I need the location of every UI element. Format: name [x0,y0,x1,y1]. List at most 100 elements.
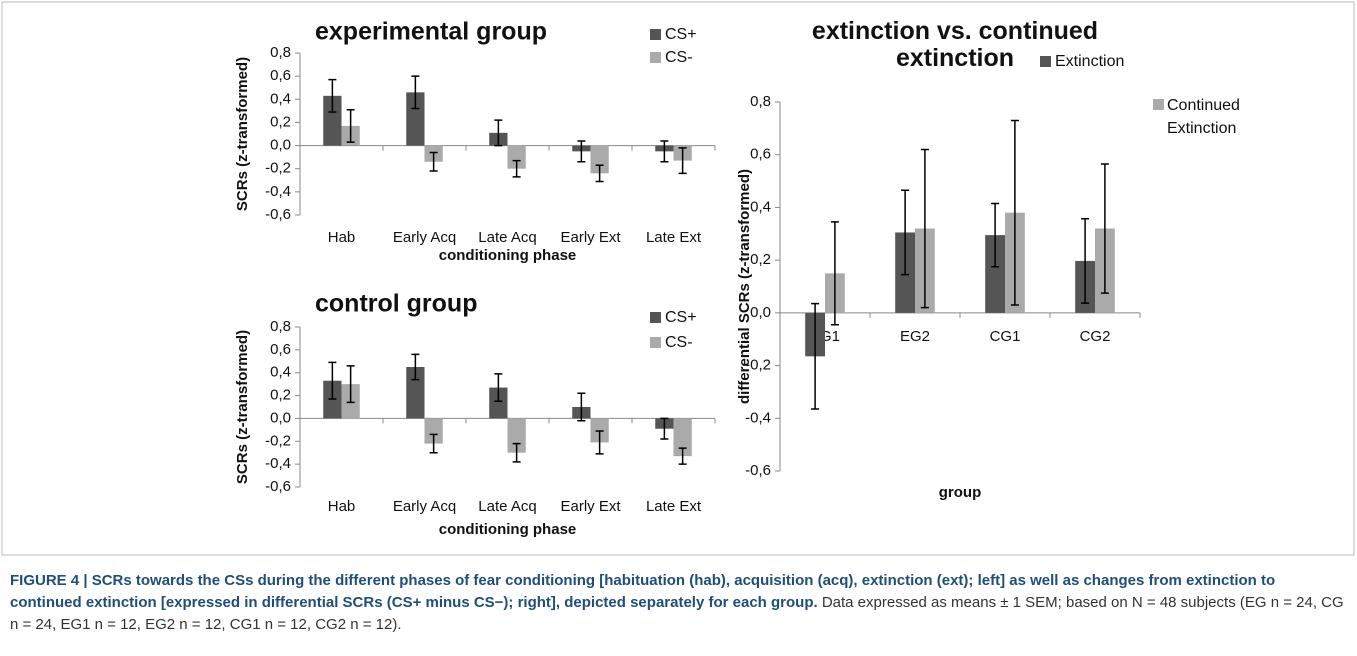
caption-bold: FIGURE 4 | SCRs towards the CSs during t… [10,572,1276,611]
legend-label: CS- [665,49,693,66]
error-bar [678,147,687,175]
x-tick-label: Late Acq [478,498,536,515]
bar [590,145,609,174]
x-tick-label: CG1 [990,328,1021,345]
error-bar [411,75,420,110]
y-tick-label: 0,2 [270,113,291,130]
error-bar [494,373,503,403]
x-tick-label: Early Ext [560,229,621,246]
error-bar [411,353,420,381]
error-bar [1010,119,1019,306]
bar [507,418,526,453]
error-bar [660,140,669,163]
x-tick-label: Late Acq [478,229,536,246]
x-tick-label: CG2 [1080,328,1111,345]
error-bar [346,108,355,143]
y-tick-label: -0,4 [745,409,771,426]
error-bar [512,442,521,463]
caption: FIGURE 4 | SCRs towards the CSs during t… [10,570,1345,636]
bar [406,92,425,146]
bar [673,418,692,457]
figure: experimental group SCRs (z-transformed) 0,… [1,1,1355,556]
error-bar [920,148,929,309]
legend-swatch [650,337,661,348]
error-bar [577,392,586,422]
x-tick-label: Hab [328,229,356,246]
x-tick-label: Early Acq [393,229,456,246]
chart-title-box: extinction vs. continued extinction [812,18,1098,72]
error-bar [346,365,355,404]
bar [424,418,443,444]
error-bar [811,302,820,410]
y-tick-label: 0,4 [750,198,771,215]
error-bar [830,221,839,326]
legend-label: Extinction [1055,53,1124,70]
y-tick-label: -0,2 [265,432,291,449]
bar [489,387,508,419]
y-tick-label: 0,8 [750,93,771,110]
error-bar [901,189,910,276]
y-tick-label: 0,8 [270,44,291,61]
y-tick-label: -0,2 [265,160,291,177]
legend-label: Continued Extinction [1167,97,1240,137]
x-tick-label: Late Ext [646,229,702,246]
y-tick-label: 0,6 [750,146,771,163]
y-tick-label: 0,4 [270,90,291,107]
x-tick-label: Early Ext [560,498,621,515]
error-bar [577,140,586,163]
y-tick-label: 0,0 [750,304,771,321]
y-tick-label: -0,6 [745,462,771,479]
error-bar [429,433,438,454]
x-axis-label: conditioning phase [439,521,577,538]
error-bar [660,417,669,440]
y-tick-label: 0,8 [270,318,291,335]
legend-swatch [650,312,661,323]
y-tick-label: 0,2 [270,387,291,404]
y-tick-label: -0,2 [745,357,771,374]
legend-swatch [650,29,661,40]
error-bar [429,151,438,172]
error-bar [595,430,604,455]
y-axis-label: SCRs (z-transformed) [234,57,251,211]
figure-border [1,1,1355,556]
bar [985,235,1005,313]
legend-label: CS+ [665,309,697,326]
error-bar [328,78,337,113]
legend-swatch [1040,56,1051,67]
y-tick-label: -0,6 [265,206,291,223]
x-tick-label: Late Ext [646,498,702,515]
error-bar [678,447,687,465]
bar [406,367,425,419]
y-axis-label: differential SCRs (z-transformed) [736,169,753,404]
x-tick-label: Early Acq [393,498,456,515]
y-axis-label: SCRs (z-transformed) [234,330,251,484]
x-tick-label: Hab [328,498,356,515]
chart-title: experimental group [315,18,547,46]
caption-text: Data expressed as means ± 1 SEM; based o… [10,594,1344,633]
error-bar [328,361,337,400]
bar [507,145,526,169]
error-bar [991,202,1000,268]
y-tick-label: 0,6 [270,341,291,358]
x-axis-label: group [939,484,982,501]
x-tick-label: EG2 [900,328,930,345]
y-tick-label: -0,6 [265,478,291,495]
error-bar [1100,163,1109,294]
legend-label: CS+ [665,26,697,43]
y-tick-label: 0,0 [270,137,291,154]
error-bar [512,159,521,178]
y-tick-label: 0,4 [270,364,291,381]
y-tick-label: 0,6 [270,67,291,84]
legend-label-box: Continued Extinction [1167,97,1240,137]
error-bar [494,119,503,147]
error-bar [595,164,604,183]
legend-swatch [1153,99,1164,110]
y-tick-label: -0,4 [265,455,291,472]
legend-label: CS- [665,334,693,351]
y-tick-label: 0,0 [270,409,291,426]
bar [323,95,342,146]
y-tick-label: 0,2 [750,251,771,268]
x-axis-label: conditioning phase [439,247,577,264]
legend-swatch [650,52,661,63]
